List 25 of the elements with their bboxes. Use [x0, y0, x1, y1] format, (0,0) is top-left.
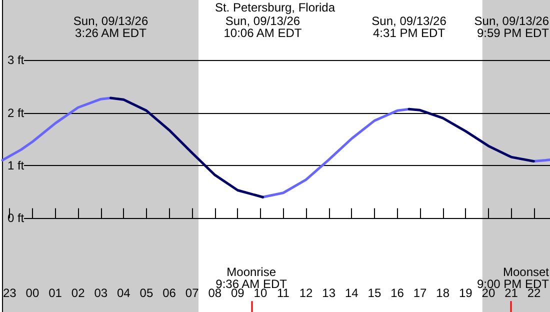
x-tick-label: 07: [185, 286, 200, 300]
x-tick-label: 00: [26, 286, 40, 300]
x-tick-label: 02: [71, 286, 86, 300]
annotation: Sun, 09/13/26 10:06 AM EDT: [224, 14, 302, 40]
x-tick-label: 17: [413, 286, 428, 300]
x-tick-label: 06: [162, 286, 176, 300]
x-tick-label: 23: [2, 286, 17, 300]
y-tick-label: 3 ft: [7, 53, 25, 68]
x-tick-label: 03: [94, 286, 108, 300]
x-tick-label: 05: [140, 286, 154, 300]
x-tick-label: 04: [116, 286, 131, 300]
x-tick-label: 19: [458, 286, 473, 300]
y-tick-label: 2 ft: [7, 106, 25, 120]
chart-title: St. Petersburg, Florida: [214, 0, 336, 14]
x-tick-label: 13: [322, 286, 336, 300]
x-tick-label: 01: [48, 286, 62, 300]
x-tick-label: 18: [436, 286, 450, 300]
annotation: Sun, 09/13/26 9:59 PM EDT: [474, 14, 550, 40]
annotation: Sun, 09/13/26 3:26 AM EDT: [73, 14, 148, 40]
x-tick-label: 14: [344, 286, 359, 300]
x-tick-label: 15: [368, 286, 382, 300]
y-tick-label: 1 ft: [7, 158, 25, 172]
x-tick-label: 12: [299, 286, 314, 300]
x-tick-label: 16: [390, 286, 404, 300]
annotation: Sun, 09/13/26 4:31 PM EDT: [372, 14, 447, 40]
